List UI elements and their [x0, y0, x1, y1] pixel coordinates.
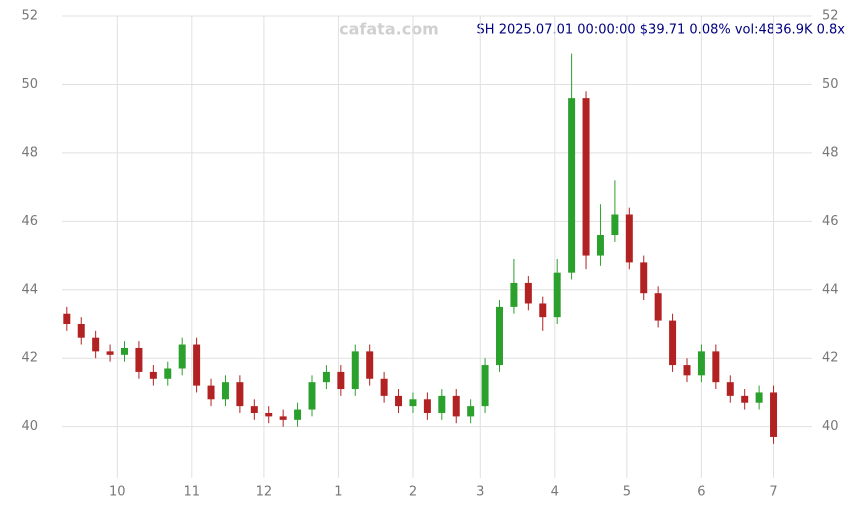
candle-body: [149, 371, 157, 379]
x-tick-label: 12: [256, 485, 273, 500]
candle-body: [726, 382, 734, 396]
candle-body: [755, 392, 763, 403]
x-tick-label: 10: [109, 485, 126, 500]
y-tick-label-right: 40: [822, 419, 839, 434]
x-tick-label: 11: [184, 485, 201, 500]
candle-body: [568, 98, 576, 273]
candle-body: [582, 98, 590, 256]
candle-body: [395, 395, 403, 407]
candle-body: [221, 382, 229, 400]
candle-body: [250, 406, 258, 413]
candle-body: [553, 272, 561, 318]
candle-body: [279, 416, 287, 420]
candle-body: [524, 282, 532, 304]
candle-body: [452, 395, 460, 417]
candle-body: [625, 214, 633, 263]
y-tick-label-right: 48: [822, 145, 839, 160]
candle-body: [770, 392, 778, 437]
candle-body: [409, 399, 417, 407]
candle-body: [92, 337, 100, 352]
candle-body: [351, 351, 359, 390]
y-tick-label-right: 42: [822, 351, 839, 366]
x-tick-label: 1: [334, 485, 342, 500]
candle-body: [423, 399, 431, 413]
candle-body: [236, 382, 244, 407]
candle-body: [654, 293, 662, 321]
y-tick-label: 52: [21, 9, 38, 24]
candle-body: [178, 344, 186, 369]
y-tick-label: 40: [21, 419, 38, 434]
candle-body: [308, 382, 316, 410]
candle-body: [596, 235, 604, 256]
candle-body: [669, 320, 677, 366]
candle-body: [467, 406, 475, 417]
candle-body: [640, 262, 648, 294]
candle-body: [539, 303, 547, 318]
y-tick-label: 50: [21, 77, 38, 92]
x-tick-label: 4: [551, 485, 559, 500]
y-tick-label-right: 44: [822, 282, 839, 297]
candle-body: [380, 378, 388, 396]
y-tick-label: 44: [21, 282, 38, 297]
candle-body: [366, 351, 374, 379]
candle-body: [438, 395, 446, 413]
candle-body: [164, 368, 172, 379]
y-tick-label-right: 46: [822, 214, 839, 229]
y-tick-label-right: 50: [822, 77, 839, 92]
candle-body: [481, 365, 489, 407]
candle-body: [496, 306, 503, 366]
x-tick-label: 2: [409, 485, 417, 500]
candle-body: [193, 344, 201, 386]
x-tick-label: 7: [769, 485, 777, 500]
candle-body: [697, 351, 705, 376]
x-tick-label: 5: [623, 485, 631, 500]
y-tick-label: 42: [21, 351, 38, 366]
chart-title: SH 2025.07.01 00:00:00 $39.71 0.08% vol:…: [477, 23, 846, 38]
candle-body: [135, 347, 143, 372]
x-tick-label: 6: [697, 485, 705, 500]
y-tick-label-right: 52: [822, 9, 839, 24]
x-tick-label: 3: [476, 485, 484, 500]
candle-body: [683, 365, 691, 376]
candle-body: [712, 351, 720, 383]
candle-body: [106, 351, 114, 355]
candle-body: [611, 214, 619, 236]
candle-body: [294, 409, 302, 420]
candle-body: [337, 371, 345, 390]
candle-body: [121, 347, 128, 355]
candle-body: [510, 282, 518, 307]
candle-body: [77, 324, 85, 338]
candle-body: [265, 412, 273, 417]
y-tick-label: 48: [21, 145, 38, 160]
candle-body: [207, 385, 215, 400]
y-tick-label: 46: [21, 214, 38, 229]
candle-body: [63, 313, 71, 324]
watermark: cafata.com: [339, 20, 439, 39]
candle-body: [322, 371, 330, 383]
candle-body: [741, 395, 749, 403]
